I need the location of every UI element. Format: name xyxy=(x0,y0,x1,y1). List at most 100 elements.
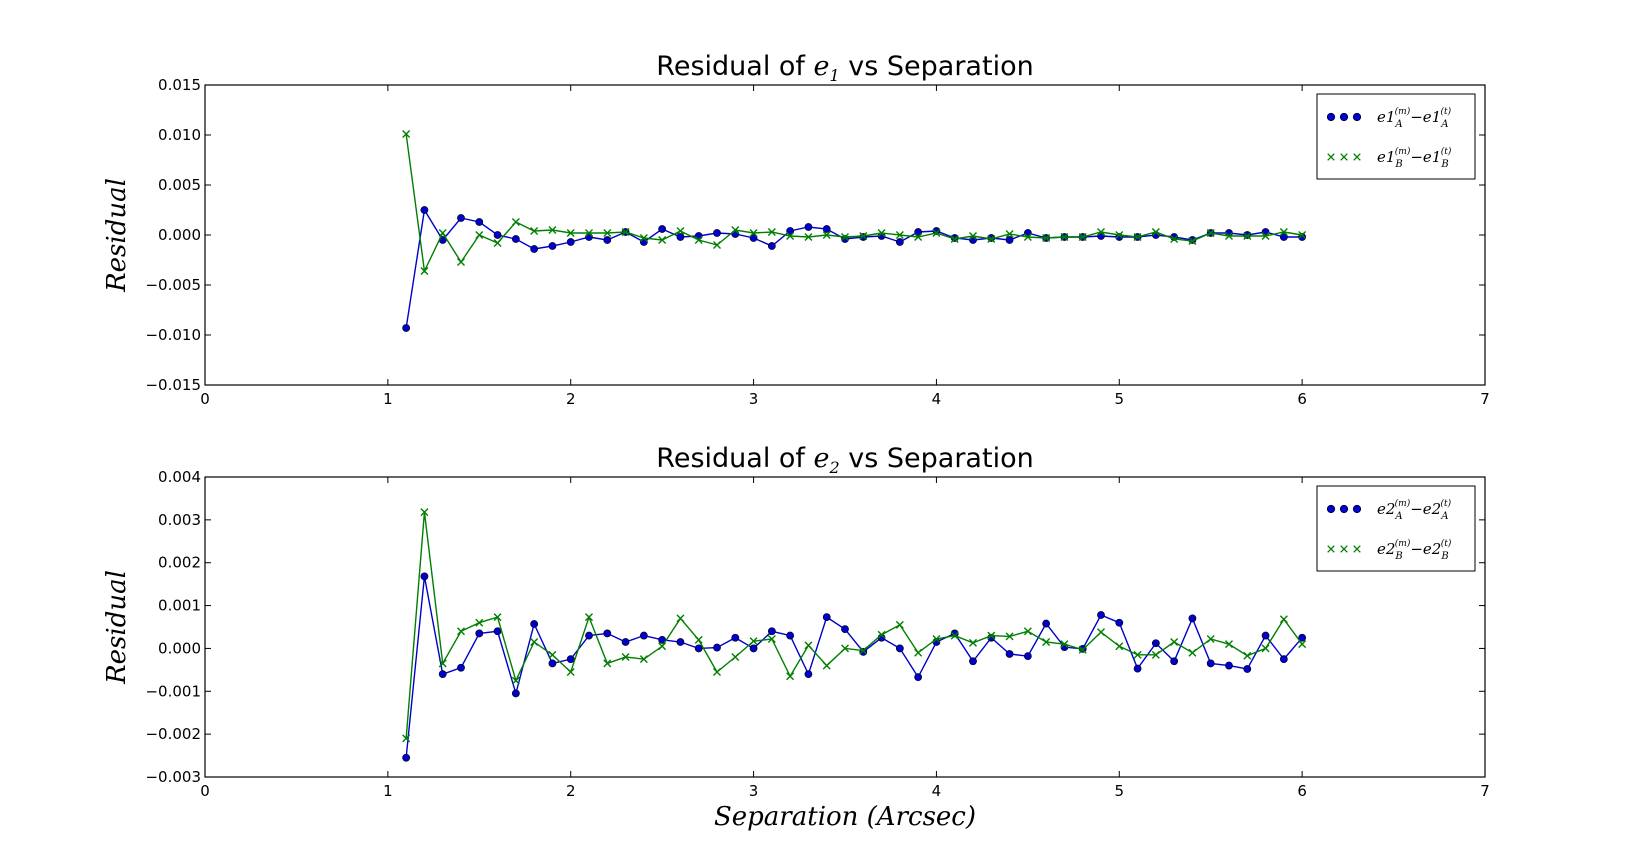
data-point xyxy=(694,635,703,644)
data-point xyxy=(895,238,904,246)
data-point xyxy=(950,631,959,640)
data-point xyxy=(804,233,813,241)
series-a xyxy=(402,572,1307,762)
data-point xyxy=(438,229,447,237)
data-point xyxy=(530,638,539,646)
y-tick-label: −0.010 xyxy=(145,326,201,344)
data-point xyxy=(1279,655,1288,664)
data-point xyxy=(1060,233,1069,241)
legend-marker xyxy=(1339,112,1349,122)
data-point xyxy=(1023,627,1032,636)
data-point xyxy=(767,627,776,636)
data-point xyxy=(822,661,831,670)
data-point xyxy=(639,655,648,664)
data-point xyxy=(859,646,868,655)
data-point xyxy=(786,232,795,240)
data-point xyxy=(1188,614,1197,623)
legend-marker xyxy=(1340,545,1348,553)
x-tick-label: 3 xyxy=(749,782,759,800)
data-point xyxy=(566,238,575,246)
data-point xyxy=(548,226,557,234)
data-point xyxy=(841,233,849,241)
data-point xyxy=(969,657,977,666)
data-point xyxy=(402,324,411,332)
series-b xyxy=(402,130,1307,275)
data-point xyxy=(1298,640,1307,649)
data-point xyxy=(585,613,593,622)
legend-entry-a: e2A(m)−e2A(t) xyxy=(1326,498,1452,522)
y-tick-label: 0.004 xyxy=(158,468,201,486)
data-point xyxy=(1243,665,1252,673)
data-point xyxy=(786,227,795,235)
data-point xyxy=(438,659,447,668)
data-point xyxy=(530,227,539,235)
data-point xyxy=(1243,651,1252,660)
x-tick-label: 4 xyxy=(932,782,942,800)
data-point xyxy=(969,232,977,240)
data-point xyxy=(1225,661,1233,670)
data-point xyxy=(895,231,904,239)
x-tick-label: 4 xyxy=(932,390,942,408)
legend-label: e2A(m)−e2A(t) xyxy=(1377,498,1452,522)
legend-box xyxy=(1316,93,1476,180)
data-point xyxy=(969,638,977,647)
x-tick-label: 3 xyxy=(749,390,759,408)
data-point xyxy=(804,223,813,231)
data-point xyxy=(603,629,612,638)
data-point xyxy=(1261,631,1270,640)
data-point xyxy=(914,673,923,682)
legend: e1A(m)−e1A(t) e1B(m)−e1B(t) xyxy=(1316,93,1476,180)
data-point xyxy=(859,647,868,656)
y-tick-label: 0.015 xyxy=(158,76,201,94)
legend: e2A(m)−e2A(t) e2B(m)−e2B(t) xyxy=(1316,485,1476,572)
x-tick-label: 7 xyxy=(1480,782,1490,800)
series-b xyxy=(402,508,1307,743)
data-point xyxy=(1261,228,1270,236)
data-point xyxy=(676,638,685,646)
data-point xyxy=(1115,642,1124,651)
data-point xyxy=(548,659,557,668)
data-point xyxy=(530,245,539,253)
data-point xyxy=(731,653,740,661)
data-point xyxy=(767,242,776,250)
data-point xyxy=(493,231,502,239)
y-tick-label: 0.002 xyxy=(158,554,201,572)
data-point xyxy=(1042,619,1051,628)
series-line xyxy=(405,512,1303,739)
data-point xyxy=(511,235,520,243)
data-point xyxy=(1206,659,1215,668)
data-point xyxy=(1023,652,1032,661)
data-point xyxy=(749,637,758,646)
data-point xyxy=(1005,230,1014,238)
data-point xyxy=(603,659,612,668)
data-point xyxy=(639,238,648,246)
data-point xyxy=(749,234,758,242)
y-tick-label: −0.015 xyxy=(145,376,201,394)
data-point xyxy=(749,229,758,237)
chart-title: Residual of e2 vs Separation xyxy=(656,443,1033,477)
data-point xyxy=(767,228,776,236)
data-point xyxy=(1298,633,1307,642)
data-point xyxy=(511,218,520,226)
data-point xyxy=(895,644,904,653)
data-point xyxy=(1225,640,1233,649)
data-point xyxy=(1042,638,1051,646)
y-tick-label: 0.010 xyxy=(158,126,201,144)
data-point xyxy=(731,226,740,234)
chart-panel-2: Residual of e2 vs Separation 0 1 2 3 4 5 6 7 −0.0… xyxy=(102,443,1490,832)
y-tick-label: 0.003 xyxy=(158,511,201,529)
data-point xyxy=(493,627,502,636)
data-point xyxy=(786,631,795,640)
legend-marker xyxy=(1327,153,1335,161)
x-tick-label: 7 xyxy=(1480,390,1490,408)
data-point xyxy=(438,670,447,679)
y-tick-label: 0.000 xyxy=(158,226,201,244)
legend-marker xyxy=(1340,153,1348,161)
data-point xyxy=(676,614,685,623)
legend-marker xyxy=(1326,112,1336,122)
data-point xyxy=(475,618,484,627)
data-point xyxy=(603,236,612,244)
data-point xyxy=(1097,232,1105,240)
data-point xyxy=(841,644,849,653)
